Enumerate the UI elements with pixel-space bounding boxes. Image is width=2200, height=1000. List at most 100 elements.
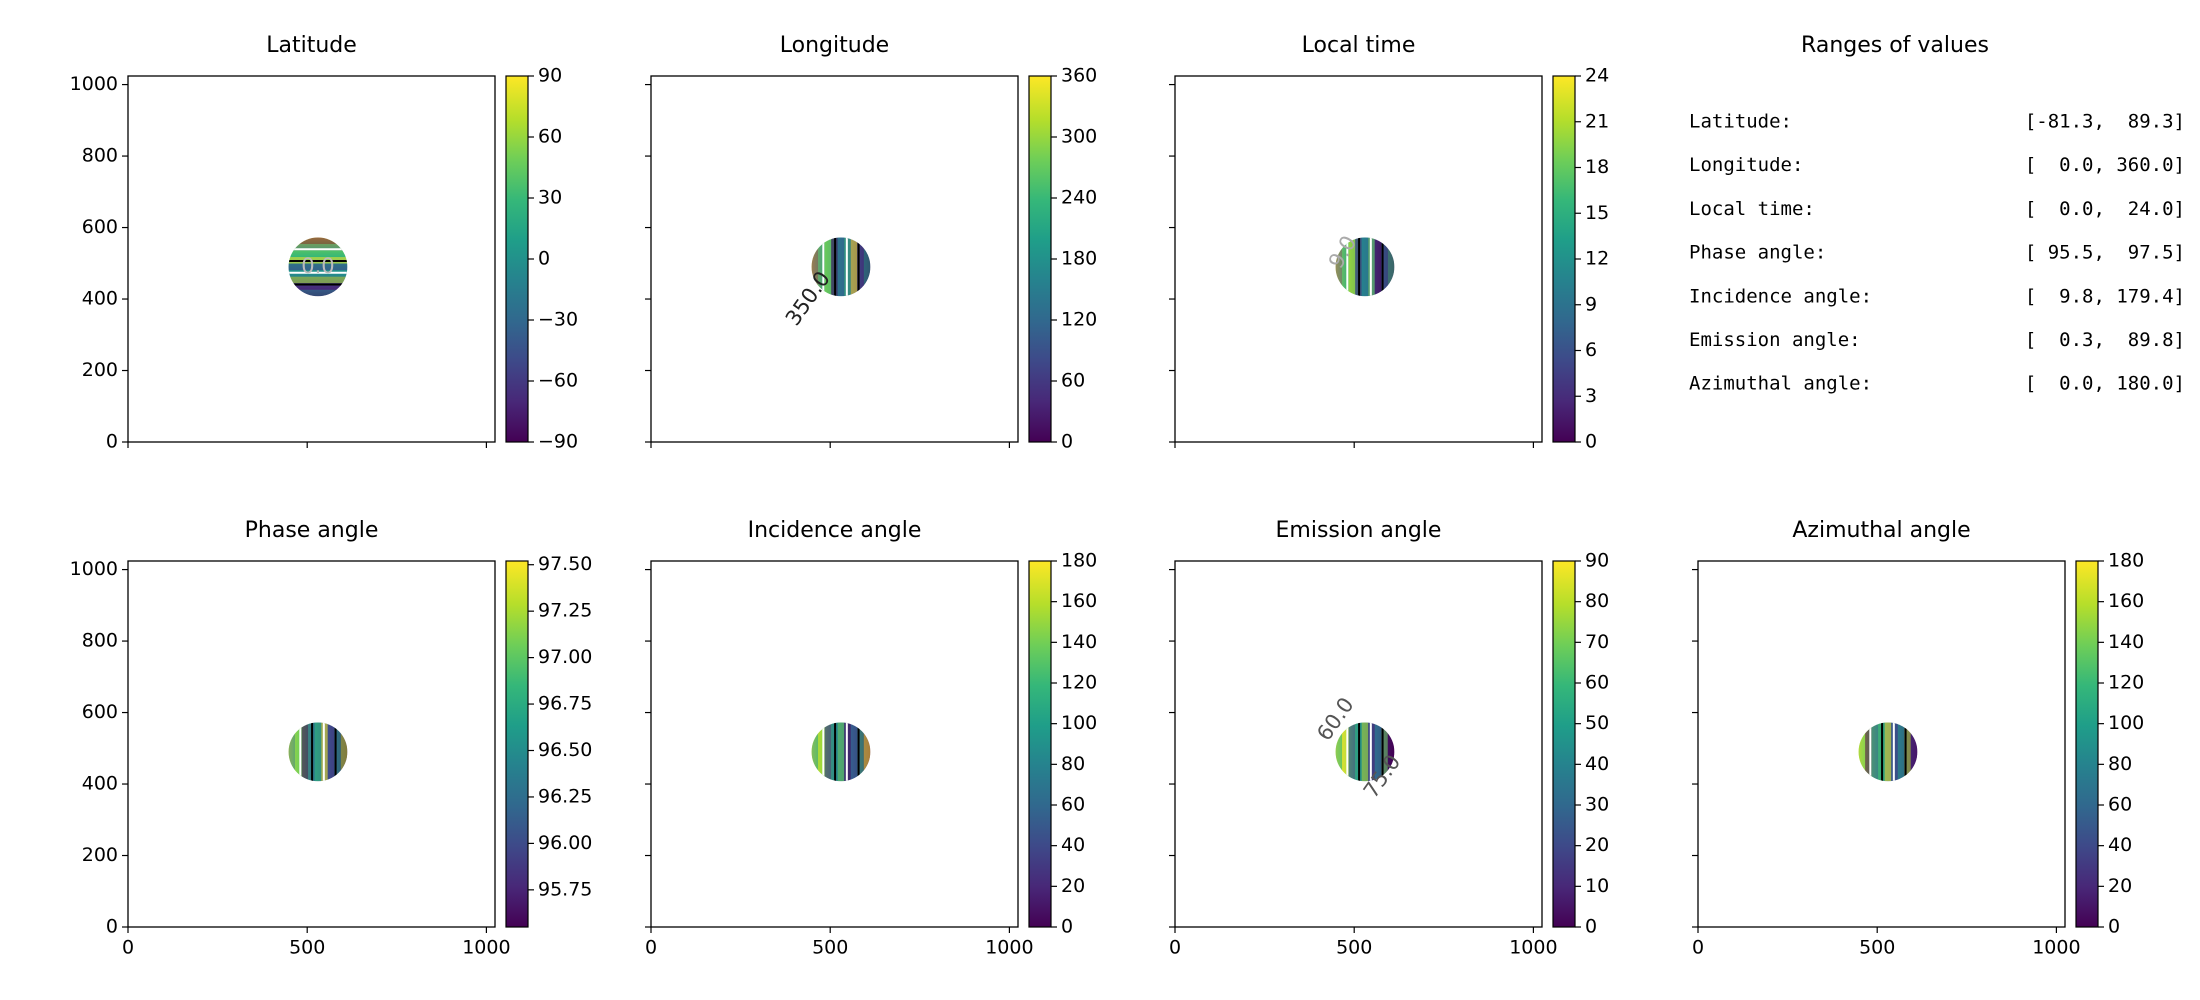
colorbar-tick-label: 30 (538, 187, 562, 209)
range-value: [-81.3, 89.3] (2025, 111, 2185, 133)
colorbar-tick-label: 20 (1585, 834, 1609, 856)
colorbar-tick-label: 240 (1061, 187, 1097, 209)
x-tick-label: 500 (1859, 937, 1895, 959)
disc-band (811, 237, 819, 297)
disc-band (1865, 722, 1872, 782)
colorbar-tick-label: 60 (1061, 794, 1085, 816)
colorbar-tick-label: 80 (1585, 590, 1609, 612)
disc-band (857, 722, 864, 782)
panel: Azimuthal angle 0 500 1000 0 20 40 60 80 100 120 14… (1692, 518, 2144, 959)
colorbar-tick-label: 80 (2108, 753, 2132, 775)
panel: Phase angle 0 500 1000 0 200 400 600 800 1000 95.7… (70, 518, 593, 959)
panel-title: Local time (1302, 33, 1416, 58)
panel: Incidence angle 0 500 1000 0 20 40 60 80 100 120 14… (645, 518, 1097, 959)
disc-band (288, 244, 348, 251)
disc-band (1342, 722, 1349, 782)
disc (288, 722, 348, 782)
x-tick-label: 1000 (462, 937, 510, 959)
disc (811, 722, 871, 782)
y-tick-label: 200 (82, 359, 118, 381)
colorbar-tick-label: 180 (1061, 550, 1097, 572)
colorbar-tick-label: 0 (1061, 916, 1073, 938)
colorbar-tick-label: 120 (1061, 672, 1097, 694)
range-label: Incidence angle: (1689, 285, 1872, 307)
disc-band (818, 237, 825, 297)
range-value: [ 95.5, 97.5] (2025, 242, 2185, 264)
axes-frame (650, 560, 1019, 928)
colorbar (2075, 560, 2099, 928)
disc-band (288, 263, 348, 271)
colorbar-tick-label: 360 (1061, 65, 1097, 87)
colorbar-tick-label: 20 (2108, 875, 2132, 897)
colorbar (1028, 560, 1052, 928)
disc-band (850, 722, 858, 782)
colorbar-tick-label: 180 (1061, 248, 1097, 270)
range-label: Emission angle: (1689, 329, 1861, 351)
disc-band (1342, 237, 1349, 297)
disc-band (288, 289, 348, 297)
x-tick-label: 0 (1169, 937, 1181, 959)
colorbar-tick-label: 97.50 (538, 553, 592, 575)
disc-band (1361, 722, 1369, 782)
range-label: Local time: (1689, 198, 1815, 220)
y-tick-label: 400 (82, 288, 118, 310)
disc-band (824, 237, 832, 297)
colorbar-tick-label: 10 (1585, 875, 1609, 897)
colorbar-tick-label: 20 (1061, 875, 1085, 897)
x-tick-label: 500 (289, 937, 325, 959)
disc (1858, 722, 1918, 782)
colorbar-tick-label: 300 (1061, 126, 1097, 148)
disc (1335, 237, 1395, 297)
colorbar-tick-label: 90 (538, 65, 562, 87)
colorbar-tick-label: 9 (1585, 293, 1597, 315)
disc-band (850, 237, 858, 297)
colorbar-tick-label: 6 (1585, 339, 1597, 361)
disc-band (314, 722, 322, 782)
disc-band (863, 237, 871, 297)
axes-frame (1174, 560, 1543, 928)
range-value: [ 0.3, 89.8] (2025, 329, 2185, 351)
disc-band (811, 722, 819, 782)
colorbar-tick-label: 160 (1061, 590, 1097, 612)
range-label: Phase angle: (1689, 242, 1826, 264)
range-value: [ 0.0, 180.0] (2025, 373, 2185, 395)
disc-band (288, 276, 348, 284)
colorbar-tick-label: 30 (1585, 794, 1609, 816)
disc-band (1374, 237, 1382, 297)
colorbar-tick-label: 0 (1585, 431, 1597, 453)
disc-band (301, 722, 309, 782)
axes-frame (1174, 75, 1543, 443)
disc-band (837, 722, 845, 782)
range-label: Latitude: (1689, 111, 1792, 133)
panel: Latitude 0.0 0 200 400 600 800 1000 −90 −60 −30 0 30… (70, 33, 578, 453)
disc-band (857, 237, 864, 297)
colorbar-tick-label: −60 (538, 370, 578, 392)
range-value: [ 9.8, 179.4] (2025, 285, 2185, 307)
colorbar-tick-label: 96.75 (538, 693, 592, 715)
panel-title: Latitude (266, 33, 357, 58)
disc-band (1884, 722, 1892, 782)
disc-band (1348, 237, 1356, 297)
colorbar-tick-label: 97.25 (538, 600, 592, 622)
y-tick-label: 0 (106, 916, 118, 938)
axes-frame (127, 560, 496, 928)
colorbar-tick-label: −30 (538, 309, 578, 331)
disc-band (1381, 237, 1388, 297)
disc-band (824, 722, 832, 782)
colorbar-tick-label: 96.00 (538, 832, 592, 854)
colorbar-tick-label: 0 (538, 248, 550, 270)
colorbar-tick-label: 160 (2108, 590, 2144, 612)
axes-frame (1697, 560, 2066, 928)
colorbar-tick-label: 3 (1585, 385, 1597, 407)
y-tick-label: 1000 (70, 73, 118, 95)
contour-label: 0.0 (301, 254, 334, 278)
disc-band (288, 250, 348, 258)
colorbar-tick-label: 97.00 (538, 646, 592, 668)
panel-title: Incidence angle (748, 518, 922, 543)
panel-title: Azimuthal angle (1792, 518, 1970, 543)
colorbar-tick-label: 60 (1585, 672, 1609, 694)
colorbar-tick-label: 40 (1061, 834, 1085, 856)
disc (288, 237, 348, 297)
colorbar (505, 560, 529, 928)
